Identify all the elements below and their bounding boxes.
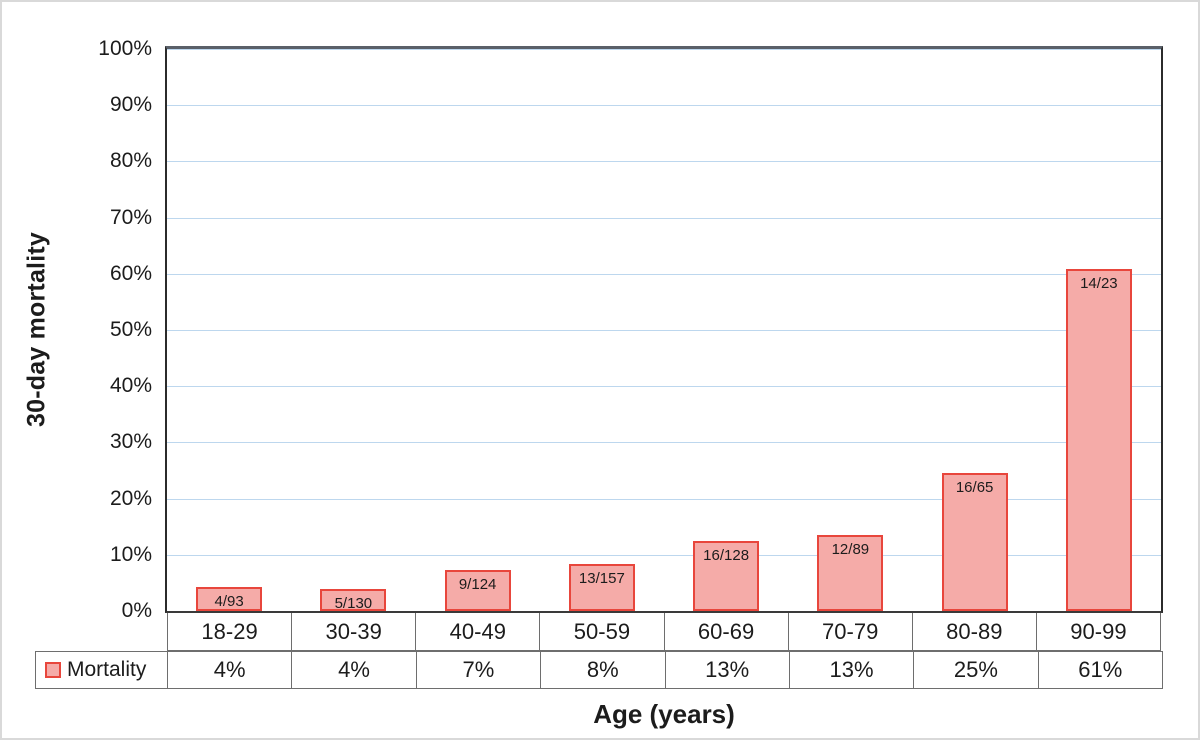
y-tick-label: 90% [109,93,152,117]
gridline [167,498,1161,500]
bar-count-label: 16/65 [955,478,994,496]
value-cell: 7% [415,652,540,688]
gridline [167,386,1161,388]
gridline [167,273,1161,275]
legend-key: Mortality [36,652,167,688]
y-tick-label: 50% [109,318,152,341]
value-row: Mortality 4% 4% 7% 8% 13% 13% 25% 61% [35,651,1163,689]
x-axis-title: Age (years) [593,699,735,729]
value-row-cells: 4% 4% 7% 8% 13% 13% 25% 61% [167,652,1162,688]
y-tick-label: 60% [109,261,152,285]
category-cell: 30-39 [291,613,415,650]
value-cell: 13% [664,652,789,688]
bar-70-79: 12/89 [817,535,884,611]
value-cell: 8% [540,652,664,688]
mortality-series-swatch-icon [45,662,61,678]
bar-80-89: 16/65 [941,472,1008,611]
bars: 4/93 5/130 9/124 13/157 16/128 12/89 16/65 14/2… [167,49,1161,613]
value-cell: 25% [913,652,1037,688]
gridlines [167,49,1161,611]
bar-50-59: 13/157 [568,564,635,611]
value-cell: 61% [1037,652,1162,688]
category-row-cells: 18-29 30-39 40-49 50-59 60-69 70-79 80-89 90-99 [167,613,1161,651]
gridline [167,49,1161,50]
bar-count-label: 12/89 [831,541,870,559]
bar-18-29: 4/93 [196,586,263,611]
y-tick-label: 0% [121,599,152,622]
gridline [167,105,1161,107]
legend-label: Mortality [67,658,147,681]
gridline [167,554,1161,556]
y-tick-label: 30% [109,430,152,454]
value-cell: 13% [788,652,913,688]
y-tick-label: 100% [98,37,152,60]
y-tick-label: 40% [109,374,152,398]
bar-count-label: 13/157 [578,570,625,588]
category-cell: 70-79 [787,613,912,650]
value-cell: 4% [291,652,415,688]
bar-count-label: 14/23 [1080,274,1118,292]
category-cell: 18-29 [201,618,258,644]
bar-count-label: 5/130 [334,595,373,613]
y-tick-label: 20% [109,486,152,510]
bar-count-label: 9/124 [458,576,497,594]
y-tick-label: 70% [109,205,152,229]
bar-90-99: 14/23 [1065,268,1132,611]
category-cell: 60-69 [663,613,788,650]
gridline [167,161,1161,163]
bar-30-39: 5/130 [320,589,387,613]
gridline [167,442,1161,444]
gridline [167,330,1161,331]
y-tick-label: 80% [109,149,152,173]
value-cell: 4% [167,652,291,688]
gridline [167,217,1161,219]
bar-60-69: 16/128 [693,540,760,611]
plot-area: 4/93 5/130 9/124 13/157 16/128 12/89 16/65 14/2… [165,46,1163,613]
y-axis-title: 30-day mortality [22,232,51,427]
bar-count-label: 4/93 [214,592,244,610]
category-cell: 90-99 [1035,613,1160,650]
y-tick-label: 10% [109,542,152,566]
category-cell: 50-59 [539,613,663,650]
bar-40-49: 9/124 [444,570,511,611]
bar-count-label: 16/128 [703,546,750,564]
category-cell: 80-89 [911,613,1036,650]
category-cell: 40-49 [415,613,539,650]
